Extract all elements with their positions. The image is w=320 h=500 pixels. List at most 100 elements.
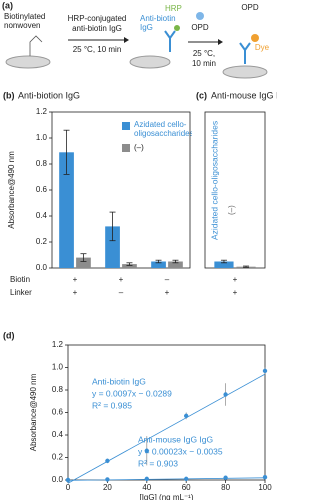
point <box>262 368 268 374</box>
legend-box: Azidated cello-oligosaccharides <box>134 120 192 138</box>
scheme-text: HRP <box>165 4 182 13</box>
bar <box>76 257 91 268</box>
x-tick-label: 40 <box>142 483 151 492</box>
condition-name: Linker <box>10 288 32 297</box>
condition-value: – <box>119 288 124 297</box>
x-tick-label: 80 <box>221 483 230 492</box>
bar <box>214 261 234 268</box>
x-tick-label: 60 <box>182 483 191 492</box>
point <box>144 448 149 453</box>
y-tick-label: 0.6 <box>52 408 64 417</box>
antibody-icon <box>164 30 176 52</box>
panel-label: (b) <box>3 90 15 100</box>
x-axis-label: [IgG] (ng mL⁻¹) <box>139 493 193 500</box>
series-label: Anti-mouse IgG IgG <box>138 434 213 444</box>
error-bar <box>243 265 250 268</box>
legend-label: (–) <box>134 143 144 152</box>
error-bar <box>172 259 179 264</box>
fit-line <box>67 373 266 484</box>
point <box>65 477 71 483</box>
legend-swatch <box>122 144 130 152</box>
plot-frame <box>204 111 266 269</box>
r-squared: R² = 0.985 <box>92 400 132 410</box>
nonwoven-disc <box>129 55 171 69</box>
y-tick-label: 0.4 <box>36 211 48 220</box>
scheme-text: IgG <box>140 23 153 32</box>
scheme-text: 25 °C, <box>193 49 215 58</box>
x-tick-label: 100 <box>258 483 272 492</box>
fit-line <box>67 477 266 481</box>
condition-value: – <box>165 275 170 284</box>
hrp-icon <box>174 25 180 31</box>
y-tick-label: 1.0 <box>52 363 64 372</box>
equation: y = 0.00023x − 0.0035 <box>138 446 223 456</box>
x-tick-label: 0 <box>66 483 71 492</box>
y-tick-label: 0.2 <box>52 453 64 462</box>
scheme-text: Biotinylated <box>4 12 45 21</box>
x-tick-label: 20 <box>103 483 112 492</box>
scheme-text: anti-biotin IgG <box>72 24 122 33</box>
y-tick-label: 0.0 <box>36 263 48 272</box>
error-bar <box>155 259 162 264</box>
y-tick-label: 0.8 <box>52 385 64 394</box>
point <box>184 476 189 482</box>
scheme: (a) Biotinylated nonwoven HRP-conjugated… <box>2 0 270 79</box>
y-tick-label: 0.8 <box>36 159 48 168</box>
condition-name: Biotin <box>10 275 30 284</box>
point <box>105 477 110 482</box>
antibody-icon <box>239 42 251 64</box>
error-bar <box>109 211 116 242</box>
chart-title: Anti-mouse IgG IgG <box>211 90 277 100</box>
nonwoven-disc <box>222 65 268 79</box>
condition-value: + <box>233 275 238 284</box>
bar <box>122 264 137 268</box>
point <box>105 458 110 464</box>
legend-label: (–) <box>227 205 236 215</box>
equation: y = 0.0097x − 0.0289 <box>92 388 172 398</box>
y-tick-label: 1.2 <box>36 107 48 116</box>
panel-label: (d) <box>3 330 15 340</box>
condition-value: + <box>73 288 78 297</box>
legend-label: Azidated cello-oligosaccharides <box>134 120 192 138</box>
y-tick-label: 0.4 <box>52 430 64 439</box>
legend-label: Azidated cello-oligosaccharides <box>209 121 219 240</box>
legend-swatch <box>122 122 130 130</box>
y-tick-label: 1.0 <box>36 133 48 142</box>
point <box>223 392 228 397</box>
point <box>223 475 228 480</box>
condition-value: + <box>73 275 78 284</box>
panel-label: (a) <box>2 0 13 10</box>
figure: (a) Biotinylated nonwoven HRP-conjugated… <box>2 0 277 500</box>
panel-label: (c) <box>196 90 207 100</box>
y-tick-label: 1.2 <box>52 340 64 349</box>
scheme-text: 10 min <box>192 59 216 68</box>
point <box>184 413 189 419</box>
condition-value: + <box>233 288 238 297</box>
scheme-text: nonwoven <box>4 21 40 30</box>
dye-icon <box>251 34 259 42</box>
error-bar <box>126 262 133 266</box>
condition-value: + <box>119 275 124 284</box>
scheme-text: HRP-conjugated <box>68 14 127 23</box>
bar <box>105 226 120 268</box>
series-label: Anti-biotin IgG <box>92 376 146 386</box>
scheme-text: OPD <box>191 23 209 32</box>
error-bar <box>220 259 227 264</box>
error-bar <box>80 253 87 262</box>
point <box>262 474 268 480</box>
bar <box>168 261 183 268</box>
scheme-text: Dye <box>255 43 270 52</box>
y-tick-label: 0.6 <box>36 185 48 194</box>
bar <box>151 261 166 268</box>
scheme-text: OPD <box>241 3 259 12</box>
y-tick-label: 0.2 <box>36 237 48 246</box>
y-axis-label: Absorbance@490 nm <box>29 373 38 451</box>
error-bar <box>63 129 70 175</box>
scheme-text: Anti-biotin <box>140 14 176 23</box>
scheme-text: 25 °C, 10 min <box>73 45 122 54</box>
linker-structure <box>29 35 43 56</box>
r-squared: R² = 0.903 <box>138 458 178 468</box>
y-axis-label: Absorbance@490 nm <box>7 151 16 229</box>
nonwoven-disc <box>5 55 51 69</box>
point <box>144 476 149 482</box>
